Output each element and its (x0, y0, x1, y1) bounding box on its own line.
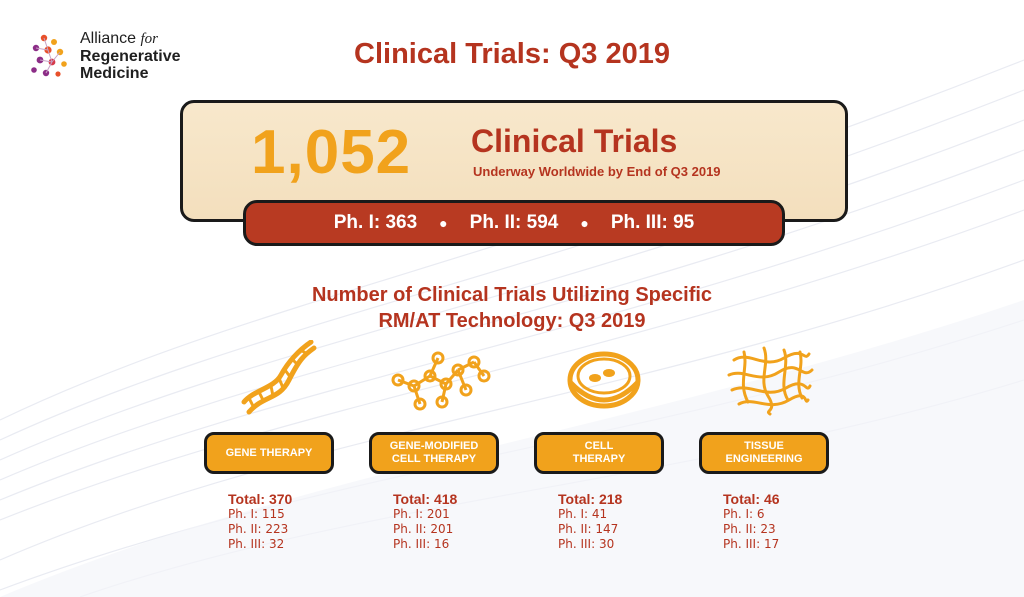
logo-line3: Medicine (80, 65, 149, 82)
phase2-total: Ph. II: 594 (469, 212, 559, 233)
gmct-label-line1: GENE-MODIFIED (389, 440, 479, 452)
total-trials-label: Clinical Trials (471, 123, 678, 159)
phase3-total: Ph. III: 95 (610, 212, 695, 233)
bullet-separator: ● (439, 215, 448, 231)
tissue-engineering-stats: Total: 46 Ph. I: 6 Ph. II: 23 Ph. III: 1… (723, 492, 780, 552)
tissue-total: Total: 46 (723, 491, 780, 507)
tissue-label-line1: TISSUE (744, 440, 784, 452)
section-title-line1: Number of Clinical Trials Utilizing Spec… (311, 284, 713, 306)
gmct-total: Total: 418 (393, 491, 458, 507)
page-title: Clinical Trials: Q3 2019 (354, 38, 670, 70)
gene-therapy-stats: Total: 370 Ph. I: 115 Ph. II: 223 Ph. II… (228, 492, 292, 552)
petri-dish-icon (567, 351, 641, 409)
logo-line2: Regenerative (80, 48, 181, 65)
phase-summary-bar: Ph. I: 363 ● Ph. II: 594 ● Ph. III: 95 (243, 200, 785, 246)
category-gene-modified-cell-therapy: GENE-MODIFIED CELL THERAPY Total: 418 Ph.… (364, 340, 514, 551)
category-tissue-engineering: TISSUE ENGINEERING Total: 46 Ph. I: 6 Ph.… (694, 340, 844, 551)
category-gene-therapy: GENE THERAPY Total: 370 Ph. I: 115 Ph. I… (199, 340, 349, 551)
logo-dots-icon (31, 34, 67, 77)
cell-therapy-pill: CELL THERAPY (534, 432, 664, 474)
molecule-icon (391, 351, 491, 411)
tissue-ph3: Ph. III: 17 (723, 537, 780, 551)
section-title-line2: RM/AT Technology: Q3 2019 (378, 310, 646, 332)
cell-therapy-total: Total: 218 (558, 491, 623, 507)
gene-modified-cell-therapy-stats: Total: 418 Ph. I: 201 Ph. II: 201 Ph. II… (393, 492, 457, 552)
bullet-separator: ● (580, 215, 589, 231)
tissue-fibers-icon (727, 346, 814, 416)
logo-for: for (140, 31, 158, 47)
total-trials-number: 1,052 (251, 118, 412, 187)
phase1-total: Ph. I: 363 (333, 212, 418, 233)
gene-therapy-ph3: Ph. III: 32 (228, 537, 285, 551)
gene-therapy-label: GENE THERAPY (225, 446, 313, 459)
cell-therapy-ph1: Ph. I: 41 (558, 507, 608, 521)
tissue-engineering-pill: TISSUE ENGINEERING (699, 432, 829, 474)
cell-therapy-ph2: Ph. II: 147 (558, 522, 619, 536)
cell-therapy-ph3: Ph. III: 30 (558, 537, 615, 551)
gmct-ph2: Ph. II: 201 (393, 522, 454, 536)
dna-icon (241, 340, 317, 415)
tissue-ph2: Ph. II: 23 (723, 522, 776, 536)
gene-modified-cell-therapy-pill: GENE-MODIFIED CELL THERAPY (369, 432, 499, 474)
tissue-ph1: Ph. I: 6 (723, 507, 765, 521)
logo-line1: Alliance (80, 30, 137, 47)
cell-therapy-label-line2: THERAPY (572, 453, 626, 465)
gmct-ph3: Ph. III: 16 (393, 537, 450, 551)
gene-therapy-pill: GENE THERAPY (204, 432, 334, 474)
gene-therapy-total: Total: 370 (228, 491, 293, 507)
gene-therapy-ph1: Ph. I: 115 (228, 507, 285, 521)
gmct-ph1: Ph. I: 201 (393, 507, 450, 521)
tissue-label-line2: ENGINEERING (725, 453, 803, 465)
gmct-label-line2: CELL THERAPY (391, 453, 477, 465)
cell-therapy-stats: Total: 218 Ph. I: 41 Ph. II: 147 Ph. III… (558, 492, 622, 552)
total-trials-subtitle: Underway Worldwide by End of Q3 2019 (473, 164, 721, 179)
section-title: Number of Clinical Trials Utilizing Spec… (0, 282, 1024, 334)
category-cell-therapy: CELL THERAPY Total: 218 Ph. I: 41 Ph. II:… (529, 340, 679, 551)
alliance-logo: Alliance for Regenerative Medicine (30, 30, 220, 86)
gene-therapy-ph2: Ph. II: 223 (228, 522, 289, 536)
cell-therapy-label-line1: CELL (584, 440, 614, 452)
